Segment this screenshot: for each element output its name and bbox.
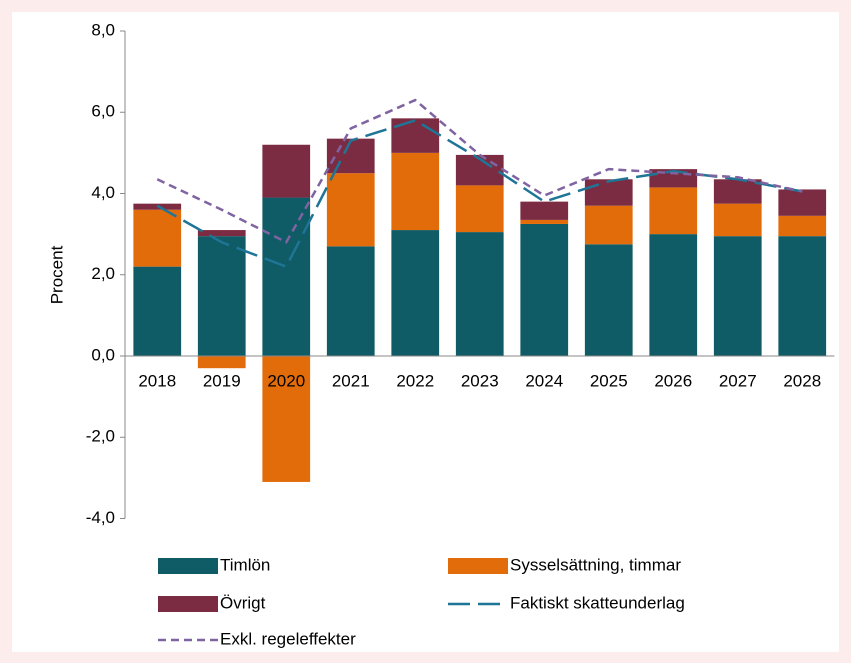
legend-label: Timlön	[220, 555, 270, 574]
bar	[584, 179, 633, 206]
bar	[133, 209, 182, 267]
legend-label: Faktiskt skatteunderlag	[510, 593, 685, 612]
x-tick-label: 2026	[654, 371, 692, 390]
bar	[520, 223, 569, 356]
bar	[713, 236, 762, 356]
line-series	[156, 98, 803, 244]
legend-label: Sysselsättning, timmar	[510, 555, 681, 574]
y-tick-label: 0,0	[91, 345, 115, 364]
bar	[520, 219, 569, 224]
y-tick-label: 6,0	[91, 102, 115, 121]
y-axis-label: Procent	[47, 245, 66, 304]
legend-label: Exkl. regeleffekter	[220, 629, 356, 648]
bar	[455, 232, 504, 356]
x-tick-label: 2024	[525, 371, 563, 390]
bar	[262, 356, 311, 482]
bar	[649, 234, 698, 356]
y-tick-label: -2,0	[86, 427, 115, 446]
y-tick-label: 8,0	[91, 20, 115, 39]
bar	[713, 179, 762, 204]
x-tick-label: 2027	[719, 371, 757, 390]
bar	[649, 187, 698, 235]
x-tick-label: 2025	[590, 371, 628, 390]
legend-swatch	[158, 558, 218, 574]
bar	[133, 266, 182, 356]
bar	[584, 244, 633, 356]
bar	[778, 189, 827, 216]
x-tick-label: 2022	[396, 371, 434, 390]
legend-label: Övrigt	[220, 593, 266, 612]
bar	[326, 173, 375, 247]
y-tick-label: 2,0	[91, 264, 115, 283]
bar	[778, 215, 827, 237]
x-tick-label: 2021	[332, 371, 370, 390]
bar	[262, 197, 311, 356]
x-tick-label: 2019	[203, 371, 241, 390]
bar	[584, 205, 633, 245]
bar	[391, 118, 440, 153]
bar	[778, 236, 827, 356]
x-tick-label: 2028	[783, 371, 821, 390]
x-tick-label: 2020	[267, 371, 305, 390]
bar	[197, 236, 246, 356]
bar	[197, 230, 246, 237]
bar	[713, 203, 762, 237]
line-series	[156, 119, 803, 269]
bar	[391, 152, 440, 231]
bar	[262, 144, 311, 198]
x-tick-label: 2018	[138, 371, 176, 390]
bar	[455, 185, 504, 233]
legend-swatch	[448, 558, 508, 574]
bar	[326, 246, 375, 356]
bar	[520, 201, 569, 220]
y-tick-label: 4,0	[91, 183, 115, 202]
bar	[326, 138, 375, 174]
bar	[197, 356, 246, 369]
y-tick-label: -4,0	[86, 508, 115, 527]
bar	[391, 230, 440, 356]
x-tick-label: 2023	[461, 371, 499, 390]
legend-swatch	[158, 596, 218, 612]
